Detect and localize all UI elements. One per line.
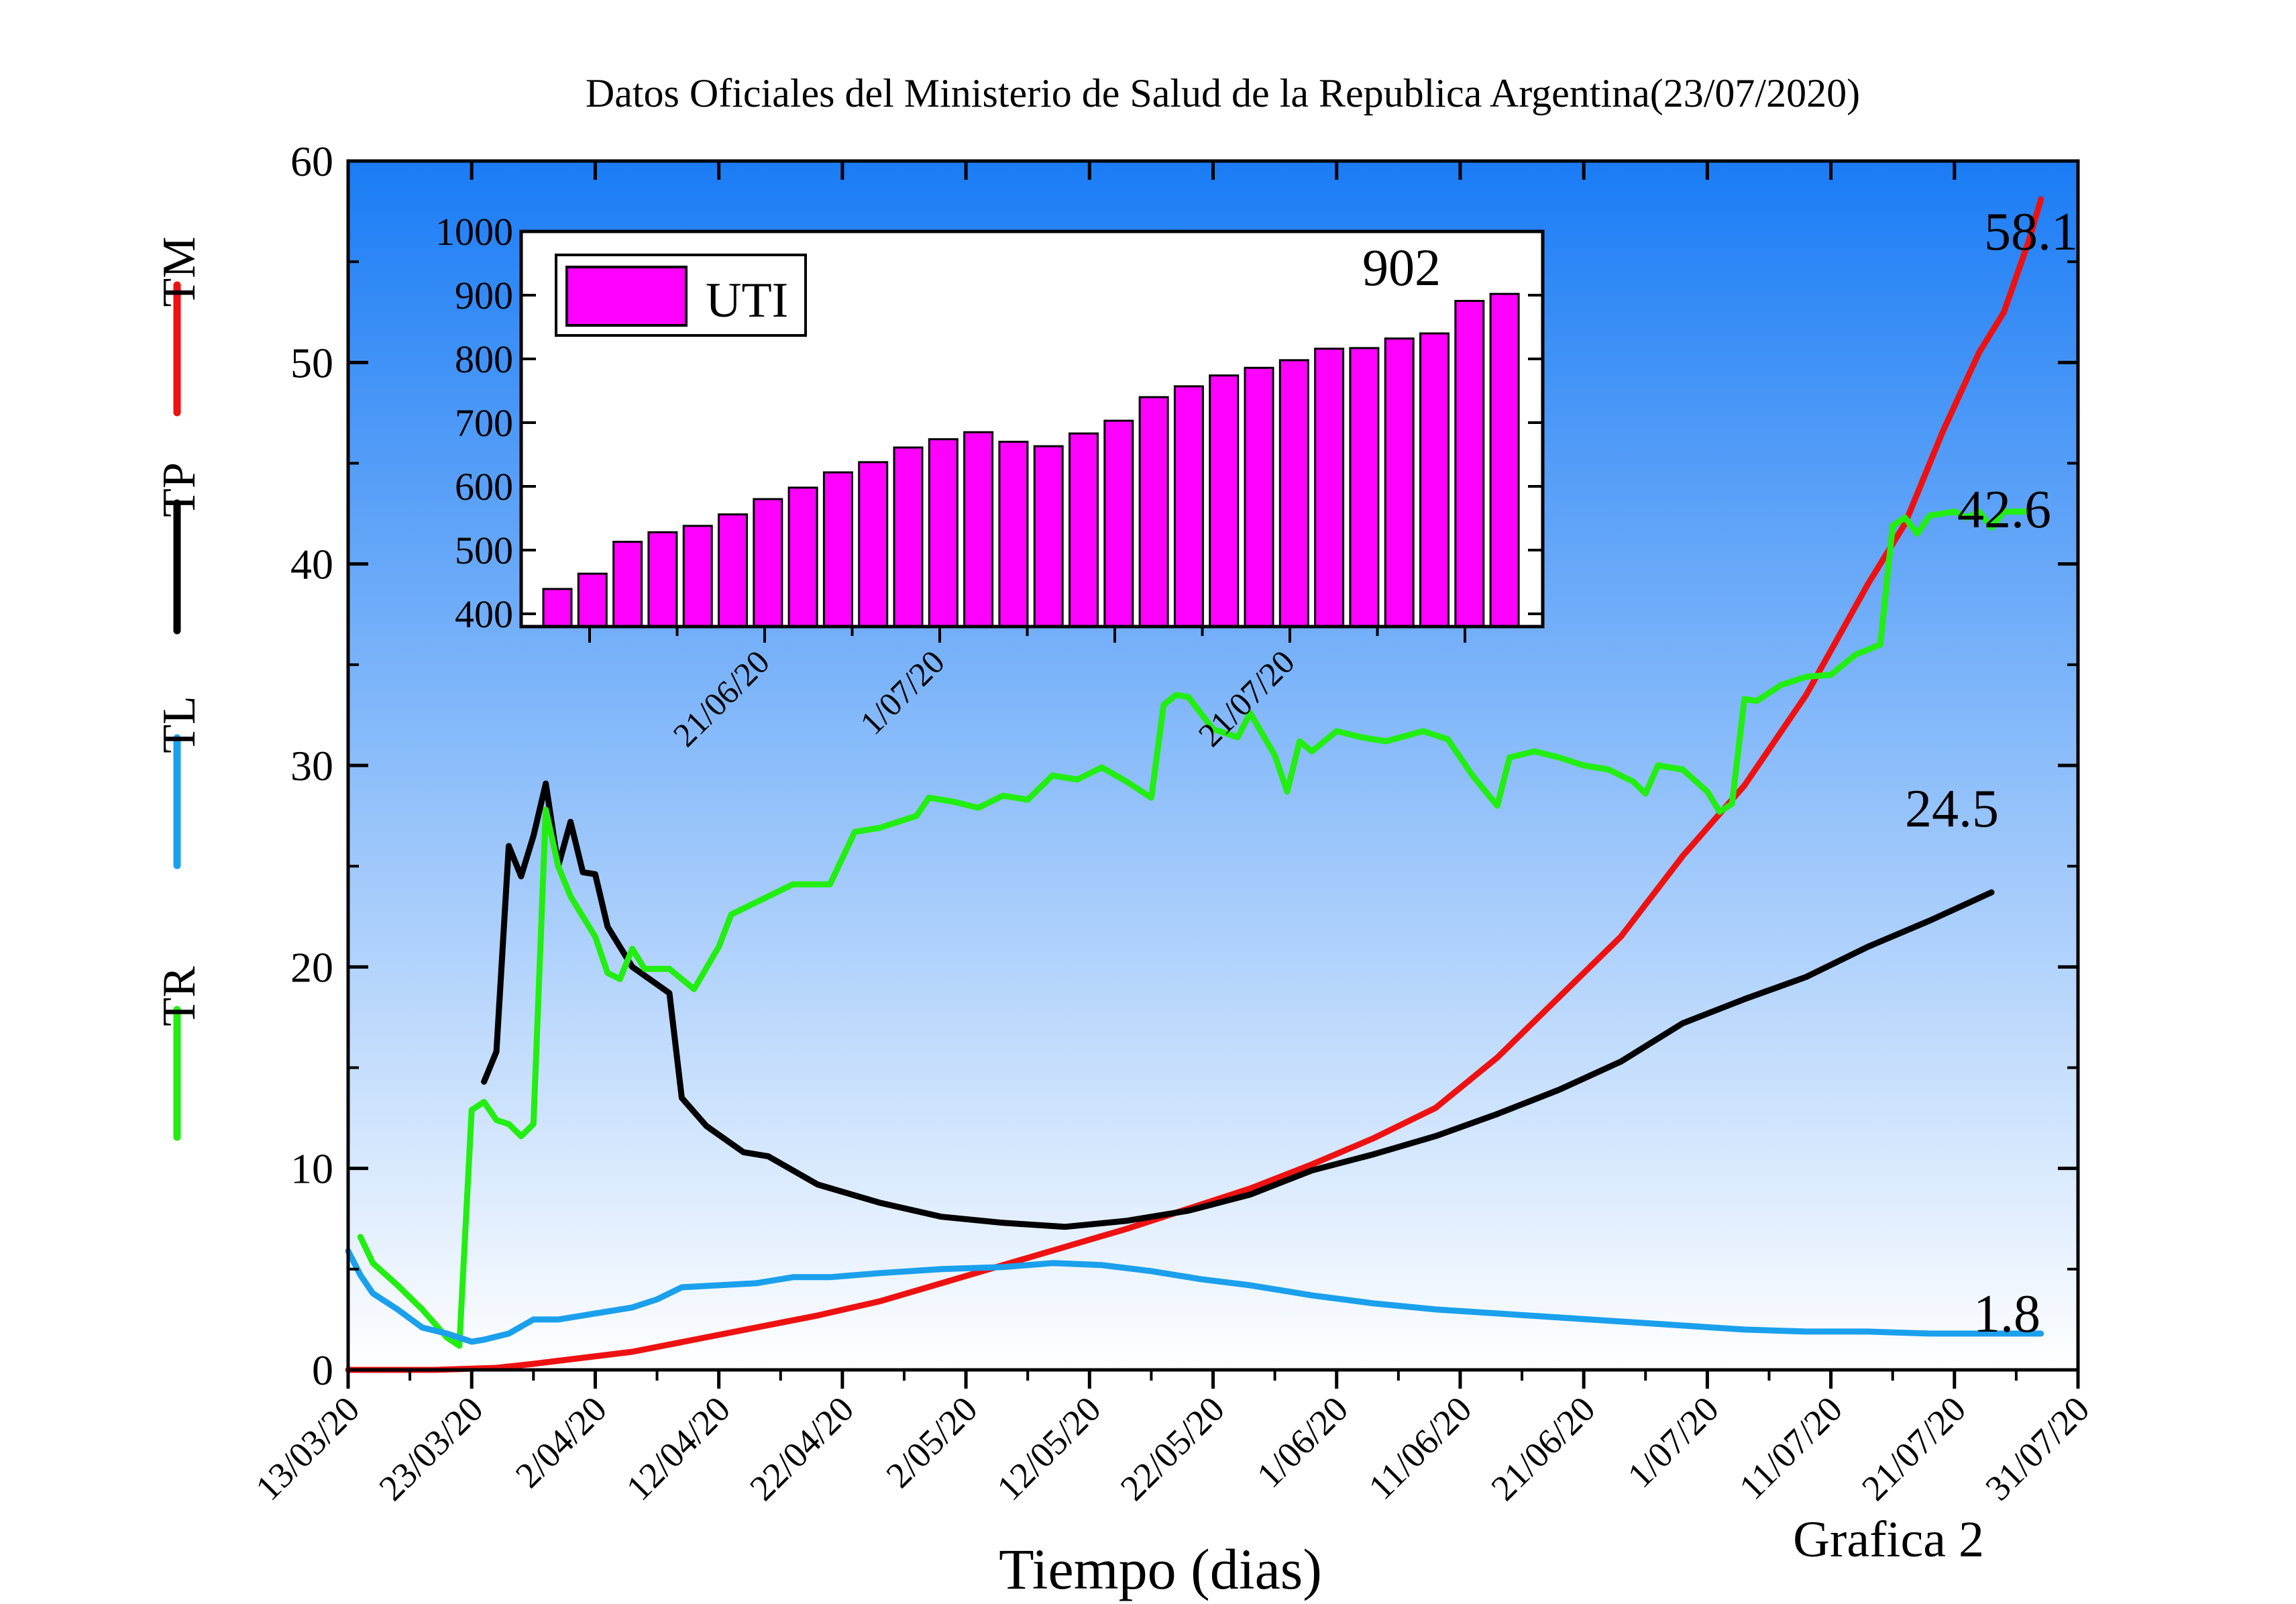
inset-bar xyxy=(893,446,924,628)
main-chart-marks: 58.1 24.5 42.6 1.8 xyxy=(345,196,2078,1373)
legend: TR TL TP TM xyxy=(154,237,205,1141)
inset-bar xyxy=(1103,419,1134,628)
inset-y-tick-label: 400 xyxy=(455,592,513,636)
x-tick-label: 22/04/20 xyxy=(742,1389,861,1508)
inset-bar xyxy=(858,461,889,628)
inset-legend-swatch-uti xyxy=(565,266,688,327)
x-tick-label: 1/06/20 xyxy=(1249,1389,1356,1495)
legend-label-tm: TM xyxy=(154,237,205,307)
end-label-tl: 1.8 xyxy=(1973,1285,2040,1344)
inset-bar xyxy=(1349,347,1380,628)
inset-y-tick-label: 700 xyxy=(455,401,513,445)
inset-annotation: 902 xyxy=(1362,238,1441,297)
inset-bar xyxy=(1489,292,1520,628)
inset-bar xyxy=(577,572,608,628)
series-line-tr xyxy=(357,509,2032,1349)
inset-y-tick-label: 800 xyxy=(455,337,513,381)
end-label-tm: 58.1 xyxy=(1984,203,2078,262)
inset-bar xyxy=(1244,366,1274,628)
end-label-tp: 24.5 xyxy=(1905,780,1999,839)
x-tick-label: 11/07/20 xyxy=(1731,1389,1850,1507)
inset-bar xyxy=(928,438,959,628)
end-label-tr: 42.6 xyxy=(1957,480,2051,539)
x-axis-label: Tiempo (dias) xyxy=(999,1537,1322,1601)
legend-label-tr: TR xyxy=(154,966,205,1026)
x-tick-label: 22/05/20 xyxy=(1113,1389,1232,1508)
y-tick-label: 60 xyxy=(290,138,333,185)
y-tick-label: 20 xyxy=(290,943,333,991)
legend-label-tp: TP xyxy=(154,462,205,517)
y-tick-label: 0 xyxy=(312,1346,333,1394)
inset-y-tick-label: 900 xyxy=(455,274,513,317)
inset-bar xyxy=(1454,300,1485,628)
watermark-label: Grafica 2 xyxy=(1793,1511,1984,1568)
series-line-tm xyxy=(345,196,2044,1373)
inset-bar xyxy=(718,513,748,628)
x-tick-label: 12/05/20 xyxy=(989,1389,1109,1508)
y-tick-label: 30 xyxy=(290,742,333,790)
chart-title: Datos Oficiales del Ministerio de Salud … xyxy=(586,71,1860,115)
inset-bar xyxy=(1138,396,1169,628)
inset-bar xyxy=(753,498,783,628)
inset-bar xyxy=(998,441,1029,628)
inset-frame xyxy=(519,229,1545,629)
inset-legend-label-uti: UTI xyxy=(706,273,788,328)
x-tick-label: 2/05/20 xyxy=(878,1389,985,1495)
inset-bar xyxy=(787,486,818,628)
x-tick-label: 2/04/20 xyxy=(508,1389,614,1495)
x-tick-label: 12/04/20 xyxy=(618,1389,738,1508)
inset-bar xyxy=(542,588,573,628)
inset-bar xyxy=(1033,445,1064,628)
inset-bar xyxy=(1209,374,1240,628)
inset-bar xyxy=(612,541,643,628)
x-tick-label: 11/06/20 xyxy=(1361,1389,1480,1507)
inset-bar xyxy=(822,471,853,628)
inset-y-tick-label: 600 xyxy=(455,465,513,509)
y-tick-label: 40 xyxy=(290,541,333,588)
x-tick-label: 23/03/20 xyxy=(371,1389,490,1508)
inset-bar xyxy=(1419,332,1450,628)
inset-bar xyxy=(682,525,713,628)
inset-bar xyxy=(1069,432,1099,628)
x-tick-label: 31/07/20 xyxy=(1977,1389,2097,1508)
inset-y-tick-label: 500 xyxy=(455,529,513,572)
x-tick-label: 1/07/20 xyxy=(1620,1389,1727,1495)
inset-bar xyxy=(647,531,678,628)
x-tick-label: 13/03/20 xyxy=(248,1389,367,1508)
y-tick-label: 10 xyxy=(290,1145,333,1193)
x-tick-label: 21/07/20 xyxy=(1854,1389,1973,1508)
inset-bar xyxy=(963,431,994,628)
inset-bar xyxy=(1278,359,1309,628)
y-tick-label: 50 xyxy=(290,339,333,386)
legend-label-tl: TL xyxy=(154,696,205,753)
inset-bar xyxy=(1384,337,1415,628)
series-line-tl xyxy=(345,1248,2044,1345)
x-tick-label: 21/06/20 xyxy=(1483,1389,1602,1508)
inset-bar xyxy=(1173,385,1204,628)
inset-bar xyxy=(1314,347,1345,628)
inset-y-tick-label: 1000 xyxy=(435,210,513,254)
